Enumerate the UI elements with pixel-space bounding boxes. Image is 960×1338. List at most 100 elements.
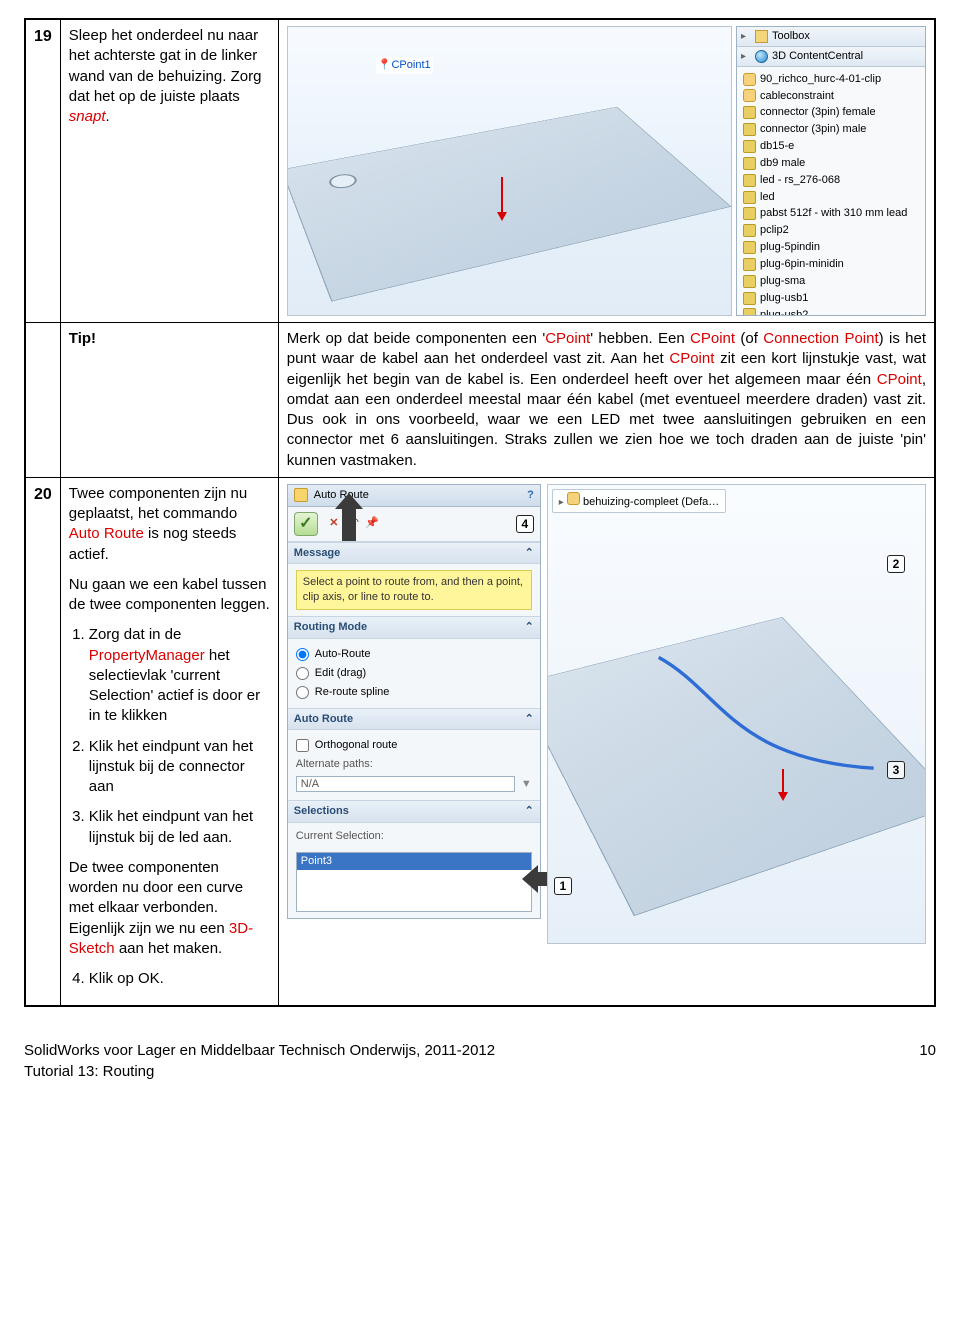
callout-4: 4 [516, 515, 534, 533]
feature-tree-root[interactable]: ▸ behuizing-compleet (Defa… [552, 489, 727, 513]
list-item: Klik het eindpunt van het lijnstuk bij d… [89, 807, 270, 848]
routing-mode-header[interactable]: Routing Mode⌃ [288, 616, 540, 639]
row-step-19: 19 Sleep het onderdeel nu naar het achte… [25, 19, 935, 323]
chk-orthogonal[interactable]: Orthogonal route [296, 736, 532, 755]
message-header[interactable]: Message⌃ [288, 542, 540, 565]
list-item[interactable]: plug-usb1 [743, 290, 923, 307]
list-item[interactable]: led [743, 189, 923, 206]
step19-snapt: snapt [69, 108, 106, 125]
step-19-image: 📍CPoint1 ▸ Toolbox ▸ 3D ContentCentral [278, 19, 935, 323]
page-footer: SolidWorks voor Lager en Middelbaar Tech… [24, 1041, 936, 1082]
part-icon [743, 308, 756, 316]
collapse-icon: ⌃ [525, 712, 534, 727]
enclosure-3d [287, 107, 732, 302]
tip-label-cell: Tip! [60, 323, 278, 478]
part-icon [743, 292, 756, 305]
arrow-4 [322, 523, 358, 537]
step-19-number: 19 [25, 19, 60, 323]
assembly-icon [743, 73, 756, 86]
part-icon [743, 123, 756, 136]
pm-title-bar: Auto Route ? [288, 485, 540, 507]
list-item[interactable]: plug-5pindin [743, 239, 923, 256]
toolbox-label: Toolbox [772, 29, 810, 44]
list-item[interactable]: cableconstraint [743, 88, 923, 105]
cable-spline [653, 604, 879, 824]
part-icon [743, 174, 756, 187]
step-20-text: Twee componenten zijn nu geplaatst, het … [60, 477, 278, 1006]
list-item[interactable]: db15-e [743, 138, 923, 155]
help-icon[interactable]: ? [527, 488, 534, 503]
radio-edit-drag[interactable]: Edit (drag) [296, 664, 532, 683]
toolbox-icon [755, 30, 768, 43]
part-icon [743, 241, 756, 254]
list-item: Klik op OK. [89, 969, 270, 989]
pm-toolbar: ✓ ✕ ↶ 📌 4 [288, 507, 540, 542]
step19-text-a: Sleep het onderdeel nu naar het achterst… [69, 27, 262, 105]
contentcentral-label: 3D ContentCentral [772, 49, 863, 64]
current-selection-list[interactable]: Point3 [296, 852, 532, 912]
tip-body: Merk op dat beide componenten een 'CPoin… [278, 323, 935, 478]
part-icon [743, 140, 756, 153]
part-icon [743, 275, 756, 288]
step-19-text: Sleep het onderdeel nu naar het achterst… [60, 19, 278, 323]
page-number: 10 [919, 1041, 936, 1082]
footer-left-2: Tutorial 13: Routing [24, 1062, 495, 1082]
part-icon [743, 191, 756, 204]
property-manager-panel: Auto Route ? ✓ ✕ ↶ 📌 4 Message [287, 484, 541, 919]
cad-viewport-19: 📍CPoint1 [287, 26, 732, 316]
list-item[interactable]: 90_richco_hurc-4-01-clip [743, 71, 923, 88]
footer-left-1: SolidWorks voor Lager en Middelbaar Tech… [24, 1041, 495, 1061]
drop-arrow-icon [501, 177, 503, 219]
part-icon [743, 157, 756, 170]
callout-3: 3 [887, 761, 905, 779]
selections-header[interactable]: Selections⌃ [288, 800, 540, 823]
row-step-20: 20 Twee componenten zijn nu geplaatst, h… [25, 477, 935, 1006]
radio-reroute-spline[interactable]: Re-route spline [296, 683, 532, 702]
list-item[interactable]: plug-sma [743, 273, 923, 290]
step-20-number: 20 [25, 477, 60, 1006]
radio-auto-route[interactable]: Auto-Route [296, 645, 532, 664]
callout-2: 2 [887, 555, 905, 573]
dropdown-icon[interactable]: ▼ [521, 777, 532, 792]
list-item[interactable]: pabst 512f - with 310 mm lead [743, 205, 923, 222]
component-list: 90_richco_hurc-4-01-clip cableconstraint… [737, 67, 925, 316]
alt-paths-select[interactable] [296, 776, 515, 792]
collapse-icon: ⌃ [525, 546, 534, 561]
route-icon [294, 488, 308, 502]
list-item: Klik het eindpunt van het lijnstuk bij d… [89, 737, 270, 798]
list-item[interactable]: plug-6pin-minidin [743, 256, 923, 273]
tutorial-table: 19 Sleep het onderdeel nu naar het achte… [24, 18, 936, 1007]
collapse-icon: ⌃ [525, 620, 534, 635]
message-tip: Select a point to route from, and then a… [296, 570, 532, 610]
callout-1: 1 [554, 877, 572, 895]
auto-route-header[interactable]: Auto Route⌃ [288, 708, 540, 731]
list-item[interactable]: connector (3pin) female [743, 104, 923, 121]
part-icon [743, 106, 756, 119]
ok-button[interactable]: ✓ [294, 512, 318, 536]
list-item[interactable]: connector (3pin) male [743, 121, 923, 138]
assembly-icon [567, 492, 580, 505]
step-20-image: Auto Route ? ✓ ✕ ↶ 📌 4 Message [278, 477, 935, 1006]
list-item[interactable]: plug-usb2 [743, 307, 923, 317]
cpoint-label: 📍CPoint1 [376, 57, 433, 74]
cad-viewport-20: ▸ behuizing-compleet (Defa… 2 3 1 [547, 484, 926, 944]
row-tip: Tip! Merk op dat beide componenten een '… [25, 323, 935, 478]
step20-list: Zorg dat in de PropertyManager het selec… [69, 625, 270, 848]
list-item: Zorg dat in de PropertyManager het selec… [89, 625, 270, 726]
tip-label: Tip! [69, 330, 96, 347]
tree-expand-icon: ▸ [741, 30, 751, 44]
step19-text-c: . [106, 108, 110, 125]
list-item[interactable]: db9 male [743, 155, 923, 172]
list-item[interactable]: pclip2 [743, 222, 923, 239]
tree-expand-icon: ▸ [741, 50, 751, 64]
step20-list-2: Klik op OK. [69, 969, 270, 989]
current-selection-label: Current Selection: [296, 829, 532, 846]
selected-point: Point3 [297, 853, 531, 870]
assembly-icon [743, 89, 756, 102]
part-icon [743, 224, 756, 237]
tip-blank [25, 323, 60, 478]
part-icon [743, 258, 756, 271]
list-item[interactable]: led - rs_276-068 [743, 172, 923, 189]
pushpin-icon[interactable]: 📌 [365, 516, 379, 531]
tree-expand-icon: ▸ [559, 497, 564, 508]
